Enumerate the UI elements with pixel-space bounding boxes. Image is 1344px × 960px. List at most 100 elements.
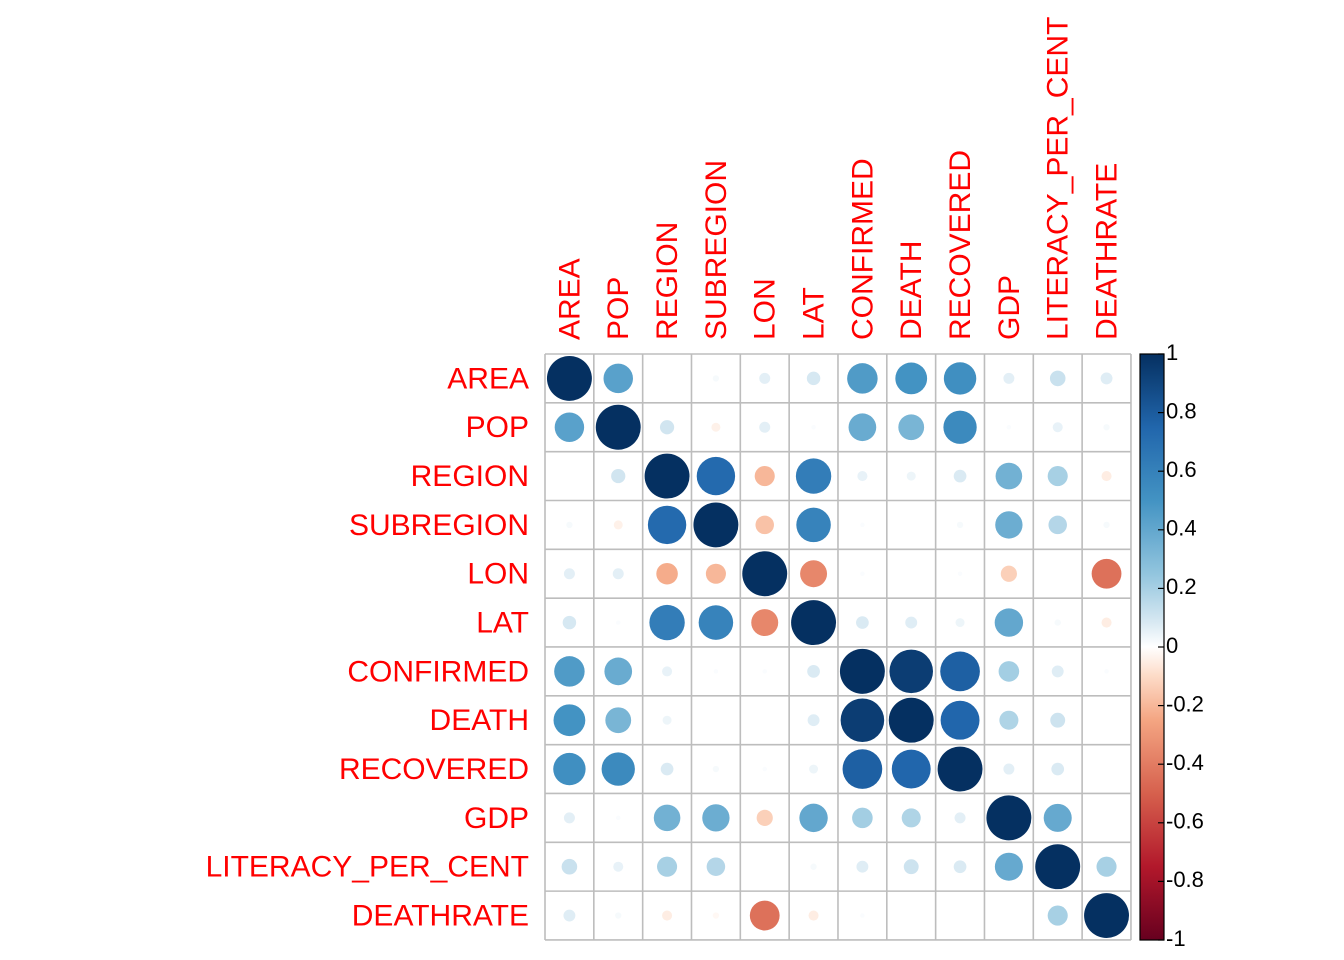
corr-circle-confirmed-region xyxy=(662,666,673,677)
corr-circle-pop-lat xyxy=(811,424,816,430)
corr-circle-lon-confirmed xyxy=(860,571,865,576)
corr-circle-region-lon xyxy=(754,466,775,487)
corr-circle-death-pop xyxy=(605,707,632,734)
corr-circle-confirmed-area xyxy=(554,656,585,687)
corr-circle-literacy-per-cent-literacy-per-cent xyxy=(1035,844,1081,890)
corr-circle-subregion-area xyxy=(566,521,573,529)
corr-circle-pop-pop xyxy=(595,404,641,450)
corr-circle-lat-deathrate xyxy=(1101,617,1112,628)
corr-circle-gdp-death xyxy=(901,808,921,828)
corr-circle-area-recovered xyxy=(943,362,977,395)
colorbar-tick-label: -0.8 xyxy=(1166,867,1204,892)
col-label-pop: POP xyxy=(602,277,635,340)
corr-circle-literacy-per-cent-area xyxy=(561,858,578,875)
corr-circle-deathrate-literacy-per-cent xyxy=(1047,905,1068,926)
corr-circle-gdp-pop xyxy=(615,815,621,821)
corr-circle-death-recovered xyxy=(940,700,980,740)
col-label-gdp: GDP xyxy=(993,275,1026,340)
corr-circle-confirmed-confirmed xyxy=(839,648,885,694)
colorbar-tick-label: 0 xyxy=(1166,633,1178,658)
row-label-literacy-per-cent: LITERACY_PER_CENT xyxy=(206,851,529,884)
corr-circle-deathrate-lon xyxy=(749,900,780,931)
corr-circle-lat-death xyxy=(905,616,918,629)
corr-circle-deathrate-confirmed xyxy=(860,913,865,918)
corr-circle-region-death xyxy=(906,471,916,481)
corr-circle-lon-subregion xyxy=(705,563,726,584)
corr-circle-subregion-confirmed xyxy=(860,522,865,528)
corr-circle-pop-gdp xyxy=(1006,424,1012,430)
row-label-region: REGION xyxy=(411,460,529,493)
row-label-confirmed: CONFIRMED xyxy=(347,655,529,688)
corr-circle-region-lat xyxy=(795,458,832,494)
corr-circle-lon-pop xyxy=(612,568,624,580)
colorbar-tick-label: 0.4 xyxy=(1166,516,1197,541)
corr-circle-lon-deathrate xyxy=(1091,558,1122,589)
corr-circle-pop-death xyxy=(898,414,925,441)
row-label-deathrate: DEATHRATE xyxy=(352,899,529,932)
corr-circle-gdp-area xyxy=(563,812,575,824)
corr-circle-lon-gdp xyxy=(1000,565,1017,582)
row-label-pop: POP xyxy=(466,411,529,444)
corr-circle-lat-confirmed xyxy=(856,616,869,629)
corr-circle-confirmed-lon xyxy=(762,669,767,674)
corr-circle-subregion-deathrate xyxy=(1103,521,1110,529)
corr-circle-recovered-region xyxy=(660,762,674,776)
corr-circle-region-recovered xyxy=(953,469,967,483)
corr-circle-subregion-literacy-per-cent xyxy=(1048,515,1067,535)
colorbar-tick-label: -0.2 xyxy=(1166,691,1204,716)
col-label-literacy-per-cent: LITERACY_PER_CENT xyxy=(1042,17,1075,340)
corr-circle-gdp-gdp xyxy=(986,795,1032,841)
corr-circle-pop-area xyxy=(554,412,585,442)
corr-circle-area-lon xyxy=(759,372,771,384)
corr-circle-pop-literacy-per-cent xyxy=(1052,422,1063,433)
corr-circle-subregion-region xyxy=(647,505,687,545)
corr-circle-lat-pop xyxy=(615,620,621,625)
corr-circle-area-confirmed xyxy=(847,363,878,394)
corr-circle-recovered-recovered xyxy=(937,746,983,792)
corr-circle-pop-region xyxy=(659,420,675,435)
col-label-subregion: SUBREGION xyxy=(700,160,733,340)
corr-circle-lon-lon xyxy=(742,551,788,597)
corr-circle-lon-lat xyxy=(800,560,828,588)
corr-circle-recovered-gdp xyxy=(1003,763,1015,775)
corr-circle-lon-region xyxy=(656,562,678,585)
colorbar-tick-label: -0.4 xyxy=(1166,750,1204,775)
corr-circle-region-confirmed xyxy=(857,471,868,482)
corr-circle-confirmed-deathrate xyxy=(1104,669,1109,674)
row-label-recovered: RECOVERED xyxy=(339,753,529,786)
color-legend: 1 0.8 0.6 0.4 0.2 0 -0.2 -0.4 -0.6 -0.8 -1 xyxy=(1139,340,1204,951)
corr-circle-recovered-literacy-per-cent xyxy=(1051,762,1065,776)
corr-circle-area-lat xyxy=(806,371,821,386)
corr-circle-gdp-confirmed xyxy=(852,807,873,829)
corr-circle-literacy-per-cent-region xyxy=(657,856,678,877)
corr-circle-death-confirmed xyxy=(840,698,885,743)
corr-circle-death-region xyxy=(662,715,672,725)
corr-circle-recovered-death xyxy=(891,749,931,789)
col-label-confirmed: CONFIRMED xyxy=(846,158,879,340)
corr-circle-lat-gdp xyxy=(994,608,1024,637)
corr-circle-subregion-gdp xyxy=(995,511,1023,539)
corr-circle-subregion-subregion xyxy=(693,502,739,548)
correlation-circles xyxy=(546,355,1130,939)
corr-circle-pop-recovered xyxy=(943,410,977,444)
colorbar-tick-label: 1 xyxy=(1166,340,1178,365)
corr-circle-literacy-per-cent-lat xyxy=(810,863,817,870)
corr-circle-gdp-lon xyxy=(756,809,773,826)
corr-circle-confirmed-subregion xyxy=(713,669,719,674)
corr-circle-gdp-literacy-per-cent xyxy=(1043,803,1072,832)
corr-circle-deathrate-deathrate xyxy=(1084,893,1130,939)
corr-circle-area-deathrate xyxy=(1100,372,1113,385)
corr-circle-deathrate-area xyxy=(563,909,576,922)
corr-circle-recovered-lon xyxy=(762,766,767,772)
corr-circle-literacy-per-cent-confirmed xyxy=(856,860,869,873)
corr-circle-deathrate-subregion xyxy=(712,912,720,919)
corr-circle-literacy-per-cent-deathrate xyxy=(1096,856,1117,877)
corr-circle-literacy-per-cent-death xyxy=(903,859,919,875)
corr-circle-area-subregion xyxy=(712,375,720,382)
corr-circle-lat-area xyxy=(562,615,577,630)
corr-circle-region-deathrate xyxy=(1101,471,1112,482)
corr-circle-pop-deathrate xyxy=(1103,424,1110,431)
corr-circle-region-gdp xyxy=(995,462,1023,490)
corr-circle-subregion-recovered xyxy=(956,521,964,529)
